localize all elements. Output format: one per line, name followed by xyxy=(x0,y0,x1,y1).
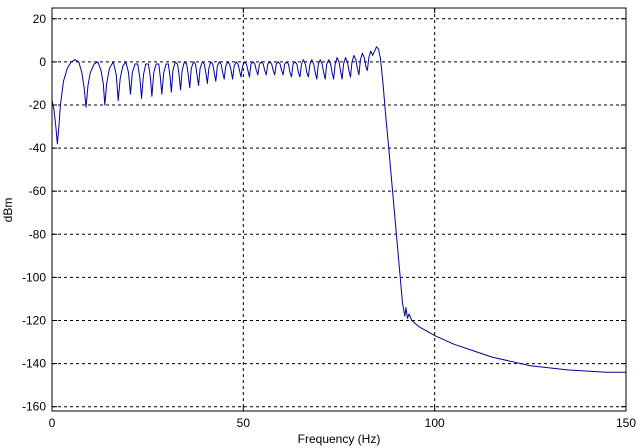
plot-frame xyxy=(51,7,627,412)
x-tick-label: 100 xyxy=(425,416,445,430)
y-tick-label: 0 xyxy=(39,55,46,69)
x-axis-label: Frequency (Hz) xyxy=(298,432,381,446)
y-tick-label: -80 xyxy=(29,227,47,241)
x-tick-label: 50 xyxy=(237,416,251,430)
x-axis-ticks: 0 50 100 150 xyxy=(49,8,636,430)
y-tick-label: -100 xyxy=(22,270,46,284)
frequency-response-line xyxy=(51,46,626,373)
y-tick-label: -160 xyxy=(22,400,46,414)
y-tick-label: -40 xyxy=(29,141,47,155)
x-tick-label: 150 xyxy=(616,416,636,430)
y-tick-label: 20 xyxy=(33,12,47,26)
y-tick-label: -140 xyxy=(22,357,46,371)
plot-area xyxy=(52,8,626,411)
series-group xyxy=(51,46,626,373)
y-tick-label: -120 xyxy=(22,313,46,327)
y-axis-ticks: 20 0 -20 -40 -60 -80 -100 -120 -140 -160 xyxy=(22,12,626,414)
y-axis-label: dBm xyxy=(1,198,15,223)
y-tick-label: -20 xyxy=(29,98,47,112)
y-tick-label: -60 xyxy=(29,184,47,198)
x-tick-label: 0 xyxy=(49,416,56,430)
